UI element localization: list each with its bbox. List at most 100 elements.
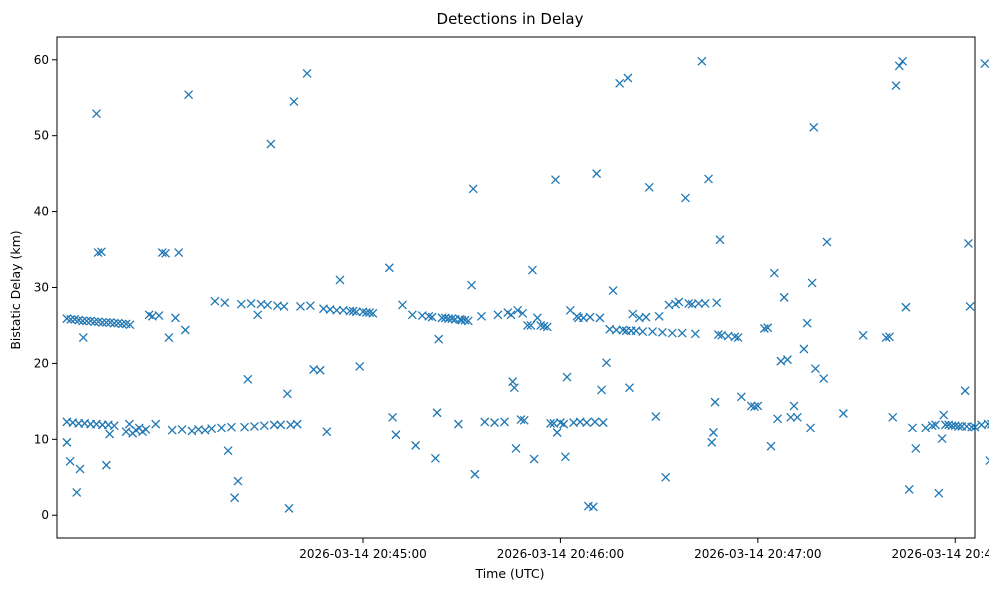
data-point: [526, 320, 536, 330]
data-point: [707, 437, 717, 447]
data-point: [500, 417, 509, 427]
data-point: [315, 365, 325, 375]
data-point: [789, 401, 799, 411]
data-point: [934, 488, 944, 498]
data-point: [704, 174, 713, 184]
data-point: [82, 316, 92, 326]
data-point: [776, 356, 786, 366]
data-point: [230, 493, 240, 503]
data-point: [937, 434, 947, 444]
data-point: [335, 275, 345, 285]
data-point: [365, 308, 375, 318]
x-axis-label: Time (UTC): [474, 566, 544, 581]
data-point: [677, 328, 687, 338]
data-point: [332, 305, 342, 315]
x-tick-label: 2026-03-14 20:45:00: [299, 547, 426, 561]
data-point: [628, 309, 638, 319]
y-tick-label: 30: [34, 281, 49, 295]
data-point: [595, 313, 605, 323]
data-point: [93, 248, 103, 258]
data-point: [766, 441, 776, 451]
data-points: [62, 56, 989, 513]
data-point: [963, 239, 973, 248]
data-point: [249, 421, 259, 431]
data-point: [546, 418, 556, 428]
data-point: [736, 392, 746, 402]
data-point: [305, 301, 315, 311]
data-point: [236, 299, 246, 309]
plot-area: [56, 36, 976, 539]
data-point: [167, 425, 177, 435]
data-point: [269, 420, 279, 430]
data-point: [289, 97, 299, 106]
data-point: [763, 323, 773, 333]
data-point: [799, 344, 809, 354]
data-point: [302, 68, 312, 78]
data-point: [539, 321, 549, 331]
data-point: [388, 412, 398, 422]
data-point: [641, 312, 651, 322]
data-point: [151, 419, 161, 429]
data-point: [967, 422, 977, 432]
y-tick-label: 20: [34, 356, 49, 370]
data-point: [513, 305, 523, 315]
data-point: [490, 418, 500, 428]
data-point: [954, 421, 964, 431]
data-point: [712, 298, 722, 308]
data-point: [207, 424, 217, 434]
data-point: [611, 325, 621, 335]
data-point: [75, 464, 85, 474]
data-point: [506, 310, 516, 320]
data-point: [708, 428, 718, 437]
x-tick-label: 2026-03-14 20:46:00: [497, 547, 624, 561]
data-point: [680, 193, 690, 203]
data-point: [266, 139, 276, 149]
data-point: [187, 426, 197, 436]
data-point: [715, 235, 725, 245]
data-point: [434, 334, 444, 344]
data-point: [623, 73, 633, 83]
x-tick-label: 2026-03-14 20:48:00: [892, 547, 989, 561]
data-point: [78, 316, 88, 326]
data-point: [66, 314, 76, 324]
data-point: [516, 415, 526, 425]
data-point: [468, 184, 478, 194]
data-point: [508, 377, 518, 387]
data-point: [170, 313, 180, 323]
data-point: [713, 330, 723, 340]
data-point: [493, 310, 503, 320]
data-point: [638, 327, 648, 336]
data-point: [226, 422, 236, 432]
data-point: [279, 302, 289, 311]
data-point: [838, 409, 848, 418]
data-point: [243, 374, 253, 384]
data-point: [810, 364, 820, 374]
data-point: [985, 456, 989, 466]
data-point: [592, 169, 602, 179]
data-point: [532, 313, 542, 323]
data-point: [511, 443, 521, 453]
data-point: [453, 419, 463, 429]
data-point: [648, 327, 658, 336]
data-point: [921, 423, 931, 433]
data-point: [779, 292, 789, 302]
data-point: [598, 418, 608, 428]
data-point: [460, 315, 470, 325]
data-point: [276, 420, 286, 430]
data-point: [348, 306, 358, 316]
data-point: [697, 56, 707, 66]
data-point: [259, 421, 269, 431]
data-point: [109, 318, 119, 328]
data-point: [773, 414, 783, 424]
data-point: [588, 502, 598, 512]
data-point: [97, 317, 107, 327]
data-point: [101, 460, 111, 470]
data-point: [154, 311, 164, 321]
data-point: [684, 298, 694, 308]
data-point: [585, 312, 595, 322]
y-tick-label: 0: [41, 508, 49, 522]
data-point: [96, 247, 106, 257]
data-point: [529, 454, 539, 464]
data-point: [177, 424, 187, 434]
data-point: [608, 286, 618, 295]
